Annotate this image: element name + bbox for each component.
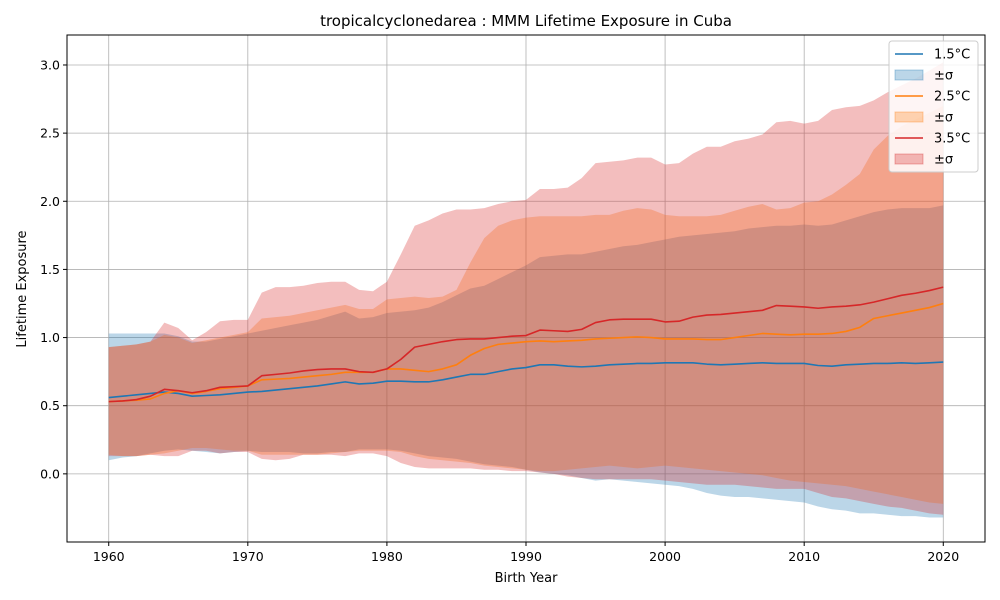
legend-band-label: ±σ bbox=[934, 111, 953, 126]
line-35C bbox=[108, 286, 944, 403]
legend-label: 2.5°C bbox=[934, 90, 970, 105]
grid-lines bbox=[67, 35, 985, 542]
band-25C bbox=[108, 105, 944, 504]
legend-band-label: ±σ bbox=[934, 69, 953, 84]
band-15C bbox=[108, 205, 944, 518]
y-tick-label: 2.0 bbox=[40, 194, 60, 209]
y-tick-label: 0.5 bbox=[40, 398, 60, 413]
x-tick-label: 1960 bbox=[93, 549, 125, 564]
y-tick-label: 1.0 bbox=[40, 330, 60, 345]
x-axis-label: Birth Year bbox=[495, 571, 559, 586]
y-axis-label: Lifetime Exposure bbox=[15, 230, 30, 347]
legend-band-label: ±σ bbox=[934, 153, 953, 168]
x-tick-label: 2000 bbox=[649, 549, 681, 564]
std-bands bbox=[108, 62, 944, 518]
chart-title: tropicalcyclonedarea : MMM Lifetime Expo… bbox=[320, 12, 732, 30]
x-axis-ticks: 1960 1970 1980 1990 2000 2010 2020 bbox=[93, 542, 959, 564]
y-tick-label: 0.0 bbox=[40, 466, 60, 481]
legend-box bbox=[888, 40, 979, 173]
x-tick-label: 2010 bbox=[788, 549, 820, 564]
x-tick-label: 1980 bbox=[371, 549, 403, 564]
band-35C bbox=[108, 62, 944, 515]
x-tick-label: 1990 bbox=[510, 549, 542, 564]
y-tick-label: 2.5 bbox=[40, 126, 60, 141]
legend-band-swatch bbox=[894, 153, 924, 165]
x-tick-label: 1970 bbox=[232, 549, 264, 564]
y-axis-ticks: 0.0 0.5 1.0 1.5 2.0 2.5 3.0 bbox=[40, 57, 67, 481]
y-tick-label: 1.5 bbox=[40, 262, 60, 277]
line-15C bbox=[108, 361, 944, 399]
y-tick-label: 3.0 bbox=[40, 57, 60, 72]
legend-band-swatch bbox=[894, 111, 924, 123]
legend-label: 1.5°C bbox=[934, 48, 970, 63]
mean-lines bbox=[108, 286, 944, 403]
legend-band-swatch bbox=[894, 69, 924, 81]
x-tick-label: 2020 bbox=[927, 549, 959, 564]
legend: 1.5°C ±σ 2.5°C ±σ 3.5°C ±σ bbox=[888, 40, 979, 173]
legend-label: 3.5°C bbox=[934, 132, 970, 147]
